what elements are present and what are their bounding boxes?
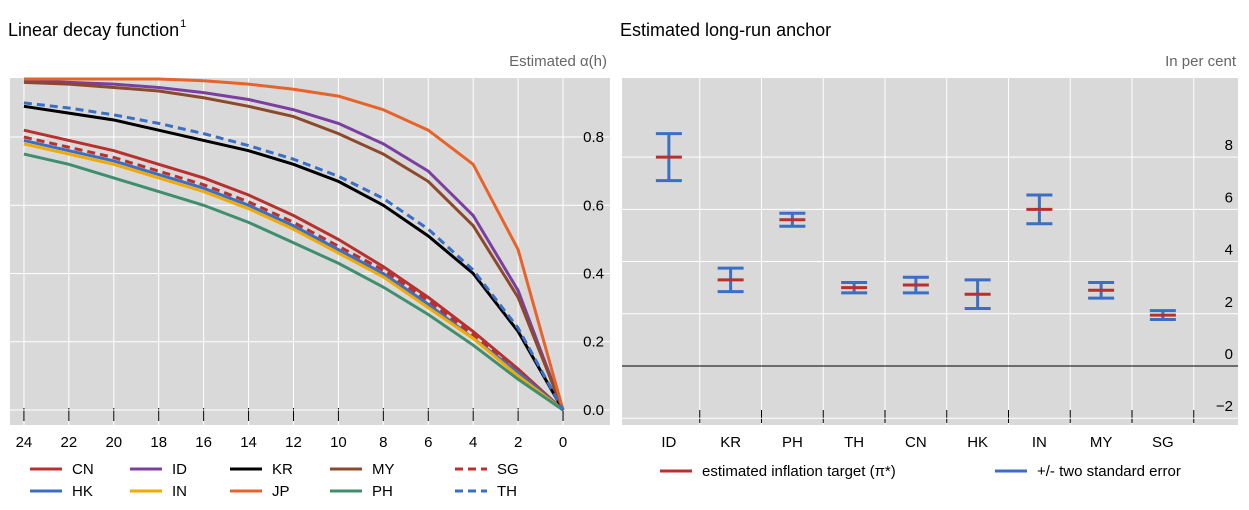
x-tick-label: 24	[16, 434, 33, 451]
x-tick-label: 2	[514, 434, 522, 451]
line-series	[23, 101, 565, 411]
chart-title: Linear decay function	[8, 20, 179, 40]
y-tick-label: 0.0	[583, 402, 604, 419]
x-tick-label: 22	[61, 434, 78, 451]
x-tick-label: IN	[1032, 434, 1047, 451]
legend-label: JP	[272, 483, 290, 500]
legend-label: TH	[497, 483, 517, 500]
line-series	[23, 128, 565, 412]
legend-label: PH	[372, 483, 393, 500]
x-tick-label: CN	[905, 434, 927, 451]
y-axis-label: Estimated α(h)	[509, 53, 607, 70]
plot-area	[622, 78, 1238, 425]
y-tick-label: −2	[1216, 398, 1233, 415]
legend-label: MY	[372, 461, 395, 478]
title-note: 1	[180, 18, 186, 30]
legend-label: ID	[172, 461, 187, 478]
chart-title: Estimated long-run anchor	[620, 20, 831, 40]
legend-label: IN	[172, 483, 187, 500]
y-tick-label: 0.2	[583, 334, 604, 351]
x-tick-label: 10	[330, 434, 347, 451]
x-tick-label: 16	[195, 434, 212, 451]
x-tick-label: 0	[559, 434, 567, 451]
legend-label: HK	[72, 483, 93, 500]
line-series	[23, 77, 565, 411]
x-tick-label: 6	[424, 434, 432, 451]
y-tick-label: 2	[1225, 294, 1233, 311]
x-tick-label: HK	[967, 434, 988, 451]
legend-label: estimated inflation target (π*)	[702, 463, 896, 480]
y-axis-label: In per cent	[1165, 53, 1237, 70]
legend-label: SG	[497, 461, 519, 478]
y-tick-label: 8	[1225, 137, 1233, 154]
line-series	[23, 80, 565, 411]
x-tick-label: TH	[844, 434, 864, 451]
line-series	[23, 104, 565, 411]
legend-label: KR	[272, 461, 293, 478]
line-series	[23, 135, 565, 412]
y-tick-label: 0.8	[583, 129, 604, 146]
x-tick-label: SG	[1152, 434, 1174, 451]
x-tick-label: 20	[105, 434, 122, 451]
y-tick-label: 4	[1225, 242, 1233, 259]
y-tick-label: 6	[1225, 189, 1233, 206]
x-tick-label: PH	[782, 434, 803, 451]
legend-label: CN	[72, 461, 94, 478]
line-series	[23, 79, 565, 411]
y-tick-label: 0.6	[583, 197, 604, 214]
x-tick-label: 14	[240, 434, 257, 451]
x-tick-label: MY	[1090, 434, 1113, 451]
y-tick-label: 0	[1225, 346, 1233, 363]
line-series	[23, 152, 564, 412]
x-tick-label: 12	[285, 434, 302, 451]
line-series	[23, 142, 564, 412]
x-tick-label: KR	[720, 434, 741, 451]
x-tick-label: 4	[469, 434, 477, 451]
x-tick-label: 18	[150, 434, 167, 451]
x-tick-label: 8	[379, 434, 387, 451]
y-tick-label: 0.4	[583, 266, 604, 283]
x-tick-label: ID	[661, 434, 676, 451]
legend-label: +/- two standard error	[1037, 463, 1181, 480]
